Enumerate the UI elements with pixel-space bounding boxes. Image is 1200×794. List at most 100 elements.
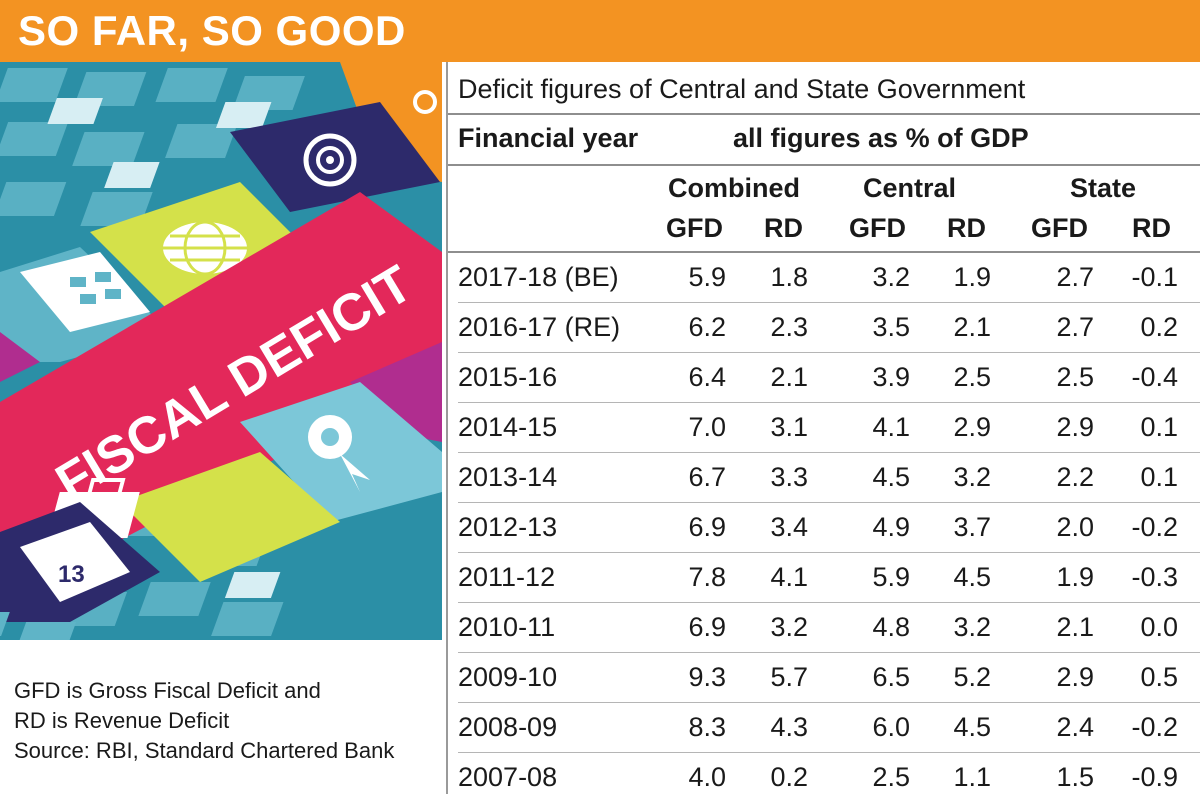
value-cell: 3.7	[953, 512, 991, 542]
value-cell: -0.9	[1131, 762, 1178, 792]
row-divider	[458, 452, 1200, 453]
source-note: Source: RBI, Standard Chartered Bank	[14, 738, 395, 763]
value-cell: 0.5	[1140, 662, 1178, 692]
year-cell: 2011-12	[458, 562, 556, 592]
value-cell: 2.7	[1056, 262, 1094, 292]
value-cell: 6.2	[688, 312, 726, 342]
value-cell: 2.1	[1056, 612, 1094, 642]
table-row: 2007-08 4.0 0.2 2.5 1.1 1.5 -0.9	[448, 752, 1200, 794]
subheader-central-rd: RD	[947, 213, 986, 243]
value-cell: -0.2	[1131, 512, 1178, 542]
unit-label: all figures as % of GDP	[733, 123, 1029, 153]
value-cell: 7.8	[688, 562, 726, 592]
value-cell: 2.9	[953, 412, 991, 442]
value-cell: 2.4	[1056, 712, 1094, 742]
year-cell: 2015-16	[458, 362, 558, 392]
row-divider	[458, 502, 1200, 503]
value-cell: 3.2	[872, 262, 910, 292]
table-row: 2012-13 6.9 3.4 4.9 3.7 2.0 -0.2	[448, 502, 1200, 552]
value-cell: 3.4	[770, 512, 808, 542]
value-cell: 6.0	[872, 712, 910, 742]
year-cell: 2017-18 (BE)	[458, 262, 619, 292]
value-cell: 1.9	[953, 262, 991, 292]
row-divider	[458, 402, 1200, 403]
table-row: 2015-16 6.4 2.1 3.9 2.5 2.5 -0.4	[448, 352, 1200, 402]
value-cell: -0.1	[1131, 262, 1178, 292]
year-cell: 2014-15	[458, 412, 558, 442]
value-cell: 5.2	[953, 662, 991, 692]
deficit-table: Deficit figures of Central and State Gov…	[446, 62, 1200, 794]
group-state: State	[1070, 173, 1137, 203]
row-divider	[458, 652, 1200, 653]
value-cell: 3.9	[872, 362, 910, 392]
value-cell: 4.5	[872, 462, 910, 492]
value-cell: 4.1	[770, 562, 808, 592]
value-cell: 0.2	[1140, 312, 1178, 342]
calendar-text: 13	[58, 561, 85, 588]
footnote-rd: RD is Revenue Deficit	[14, 708, 230, 733]
table-row: 2014-15 7.0 3.1 4.1 2.9 2.9 0.1	[448, 402, 1200, 452]
value-cell: 9.3	[688, 662, 726, 692]
value-cell: -0.4	[1131, 362, 1178, 392]
value-cell: 2.1	[953, 312, 991, 342]
value-cell: 3.1	[770, 412, 808, 442]
year-cell: 2007-08	[458, 762, 558, 792]
fiscal-deficit-illustration: FISCAL DEFICIT 13	[0, 62, 442, 640]
row-divider	[458, 352, 1200, 353]
value-cell: 2.9	[1056, 662, 1094, 692]
value-cell: 2.5	[872, 762, 910, 792]
value-cell: 2.3	[770, 312, 808, 342]
value-cell: 4.8	[872, 612, 910, 642]
year-cell: 2013-14	[458, 462, 558, 492]
value-cell: 0.1	[1140, 412, 1178, 442]
year-cell: 2010-11	[458, 612, 556, 642]
value-cell: 2.7	[1056, 312, 1094, 342]
value-cell: 2.5	[1056, 362, 1094, 392]
value-cell: 8.3	[688, 712, 726, 742]
value-cell: 4.5	[953, 712, 991, 742]
value-cell: 6.4	[688, 362, 726, 392]
table-row: 2013-14 6.7 3.3 4.5 3.2 2.2 0.1	[448, 452, 1200, 502]
value-cell: 3.2	[770, 612, 808, 642]
value-cell: 2.0	[1056, 512, 1094, 542]
value-cell: 7.0	[688, 412, 726, 442]
value-cell: 6.7	[688, 462, 726, 492]
table-row: 2009-10 9.3 5.7 6.5 5.2 2.9 0.5	[448, 652, 1200, 702]
value-cell: 4.1	[872, 412, 910, 442]
row-divider	[458, 702, 1200, 703]
row-divider	[458, 752, 1200, 753]
value-cell: 6.9	[688, 612, 726, 642]
subheader-state-rd: RD	[1132, 213, 1171, 243]
value-cell: 4.5	[953, 562, 991, 592]
value-cell: 1.1	[953, 762, 991, 792]
table-row: 2008-09 8.3 4.3 6.0 4.5 2.4 -0.2	[448, 702, 1200, 752]
divider	[448, 113, 1200, 115]
year-cell: 2009-10	[458, 662, 558, 692]
value-cell: 2.9	[1056, 412, 1094, 442]
page-title: SO FAR, SO GOOD	[18, 7, 406, 54]
value-cell: 3.5	[872, 312, 910, 342]
header-bar: SO FAR, SO GOOD	[0, 0, 1200, 62]
year-cell: 2008-09	[458, 712, 558, 742]
value-cell: 6.5	[872, 662, 910, 692]
value-cell: 2.5	[953, 362, 991, 392]
value-cell: 1.8	[770, 262, 808, 292]
value-cell: 3.2	[953, 612, 991, 642]
table-row: 2017-18 (BE) 5.9 1.8 3.2 1.9 2.7 -0.1	[448, 252, 1200, 302]
group-combined: Combined	[668, 173, 800, 203]
table-row: 2011-12 7.8 4.1 5.9 4.5 1.9 -0.3	[448, 552, 1200, 602]
divider	[448, 251, 1200, 253]
value-cell: 4.9	[872, 512, 910, 542]
footnotes: GFD is Gross Fiscal Deficit and RD is Re…	[14, 676, 444, 766]
row-divider	[458, 602, 1200, 603]
table-title: Deficit figures of Central and State Gov…	[458, 74, 1026, 104]
year-cell: 2012-13	[458, 512, 558, 542]
value-cell: 5.9	[688, 262, 726, 292]
value-cell: 0.1	[1140, 462, 1178, 492]
table-row: 2010-11 6.9 3.2 4.8 3.2 2.1 0.0	[448, 602, 1200, 652]
year-cell: 2016-17 (RE)	[458, 312, 621, 342]
value-cell: 2.2	[1056, 462, 1094, 492]
footnote-gfd: GFD is Gross Fiscal Deficit and	[14, 678, 321, 703]
divider	[448, 164, 1200, 166]
subheader-state-gfd: GFD	[1031, 213, 1088, 243]
